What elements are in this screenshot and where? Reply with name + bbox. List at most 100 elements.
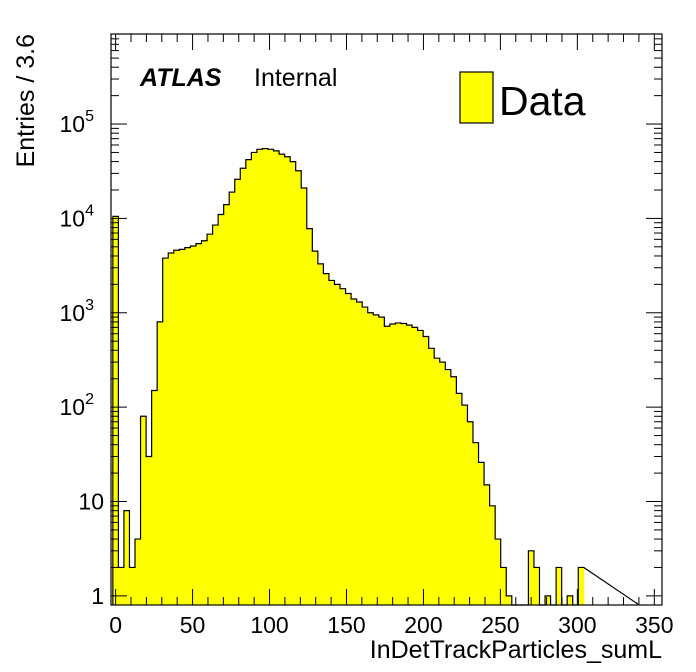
histogram-bin [323, 273, 330, 605]
histogram-bin [256, 149, 263, 606]
histogram-bin [267, 149, 274, 606]
histogram-bin [218, 214, 225, 605]
histogram-bin [301, 188, 308, 605]
histogram-bin [284, 156, 291, 605]
histogram-bin [445, 369, 452, 605]
histogram-bin [229, 192, 236, 605]
histogram-bin [212, 225, 219, 605]
y-tick-label: 1 [91, 583, 104, 609]
x-tick-label: 100 [250, 612, 288, 638]
histogram-bin [340, 288, 346, 605]
x-tick-label: 300 [558, 612, 596, 638]
histogram-bin [234, 179, 241, 605]
histogram-bin [146, 456, 153, 605]
histogram-bin [450, 376, 457, 605]
histogram-bin [273, 150, 280, 605]
histogram-bin [201, 240, 208, 606]
y-tick-label: 105 [60, 108, 95, 137]
histogram-bin [378, 317, 385, 605]
legend-swatch [459, 71, 494, 124]
x-tick-label: 50 [180, 612, 206, 638]
x-axis-title: InDetTrackParticles_sumL [370, 636, 662, 664]
histogram-bin [240, 168, 247, 605]
histogram-bin [533, 567, 540, 605]
atlas-label: ATLAS [139, 64, 222, 92]
histogram-bin [118, 567, 125, 605]
histogram-bin [262, 148, 269, 606]
histogram-bin [461, 405, 468, 605]
histogram-bin [362, 307, 369, 605]
histogram-bin [423, 336, 430, 605]
histogram-bin [295, 170, 302, 606]
y-tick-label: 102 [60, 391, 95, 420]
histogram-bin [123, 510, 130, 605]
histogram-bin [135, 539, 141, 605]
x-tick-label: 0 [109, 612, 122, 638]
histogram-bin [345, 293, 352, 605]
histogram-bin [556, 567, 563, 605]
axis-ticks [111, 33, 662, 605]
histogram-bin [456, 393, 463, 605]
histogram-bin [578, 567, 585, 605]
histogram-bin [473, 442, 479, 605]
histogram-bin [356, 302, 363, 605]
y-tick-label: 103 [60, 297, 95, 326]
histogram-bin [173, 250, 180, 606]
histogram-bin [567, 595, 574, 605]
histogram-bin [245, 159, 252, 605]
histogram-bin [395, 322, 402, 605]
histogram-bin [279, 154, 286, 605]
histogram-bin [317, 263, 324, 605]
histogram-bin [389, 324, 396, 605]
histogram-bin [528, 550, 535, 605]
histogram-outline [112, 147, 640, 606]
histogram-bin [334, 284, 341, 605]
histogram-bin [140, 416, 147, 605]
histogram-bin [495, 539, 502, 605]
internal-label: Internal [254, 64, 337, 92]
histogram-bin [406, 325, 413, 605]
x-tick-label: 150 [327, 612, 365, 638]
legend-label: Data [499, 78, 586, 124]
histogram-bin [129, 567, 136, 605]
histogram-bin [179, 249, 186, 605]
x-tick-labels: 0 50 100 150 200 250 300 350 [109, 612, 673, 638]
histogram-bin [545, 595, 551, 605]
histogram-bin [478, 462, 485, 605]
histogram-bin [328, 280, 335, 605]
histogram-bin [484, 484, 491, 605]
histogram-bin [489, 505, 496, 605]
histogram-bin [251, 152, 258, 605]
x-tick-label: 200 [404, 612, 442, 638]
histogram-bin [223, 204, 230, 605]
histogram-bin [373, 314, 380, 605]
histogram-bin [184, 247, 191, 605]
histogram-bars [112, 147, 640, 606]
histogram-bin [168, 252, 175, 606]
histogram-bin [367, 312, 374, 605]
histogram-bin [190, 246, 197, 605]
histogram-bin [207, 234, 213, 605]
y-tick-label: 10 [78, 488, 104, 514]
histogram-bin [467, 421, 474, 605]
histogram-bin [162, 258, 169, 605]
histogram-bin [506, 595, 513, 605]
histogram-bin [400, 323, 407, 605]
y-axis-title: Entries / 3.6 [12, 34, 40, 167]
histogram-bin [384, 326, 391, 605]
histogram-bin [417, 330, 424, 605]
histogram-bin [157, 321, 164, 605]
histogram-bin [312, 251, 319, 605]
histogram-bin [195, 243, 202, 605]
x-tick-label: 350 [635, 612, 673, 638]
histogram-bin [290, 161, 297, 605]
histogram-bin [151, 390, 158, 605]
histogram-bin [439, 362, 446, 605]
x-tick-label: 250 [481, 612, 519, 638]
histogram-bin [351, 298, 358, 605]
histogram-bin [428, 348, 435, 605]
y-tick-labels: 1 10 102 103 104 105 [60, 108, 105, 609]
histogram-bin [500, 567, 507, 605]
histogram-bin [306, 228, 313, 605]
